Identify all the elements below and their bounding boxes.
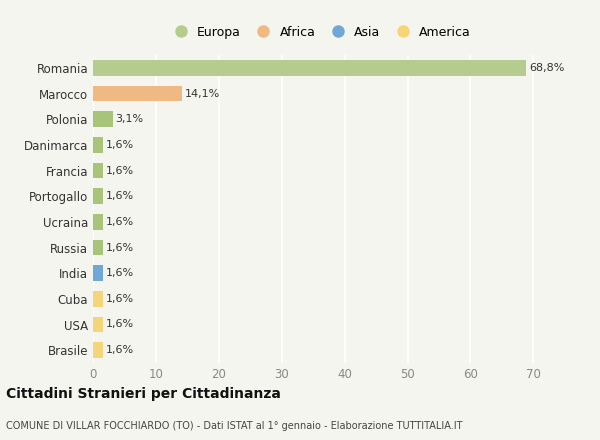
Text: 3,1%: 3,1% [116,114,144,124]
Bar [93,265,103,281]
Bar [93,163,103,178]
Bar [93,291,103,307]
Bar [93,111,113,127]
Bar [93,342,103,358]
Text: 1,6%: 1,6% [106,191,134,201]
Text: COMUNE DI VILLAR FOCCHIARDO (TO) - Dati ISTAT al 1° gennaio - Elaborazione TUTTI: COMUNE DI VILLAR FOCCHIARDO (TO) - Dati … [6,421,463,431]
Bar [93,188,103,204]
Text: 1,6%: 1,6% [106,294,134,304]
Text: 1,6%: 1,6% [106,242,134,253]
Bar [93,240,103,255]
Text: 1,6%: 1,6% [106,319,134,330]
Text: 14,1%: 14,1% [185,88,220,99]
Bar [93,60,526,76]
Text: 1,6%: 1,6% [106,345,134,355]
Bar [93,86,182,101]
Bar [93,214,103,230]
Text: Cittadini Stranieri per Cittadinanza: Cittadini Stranieri per Cittadinanza [6,387,281,401]
Text: 1,6%: 1,6% [106,165,134,176]
Bar [93,137,103,153]
Bar [93,317,103,332]
Text: 1,6%: 1,6% [106,268,134,278]
Text: 1,6%: 1,6% [106,140,134,150]
Legend: Europa, Africa, Asia, America: Europa, Africa, Asia, America [168,26,471,39]
Text: 68,8%: 68,8% [529,63,565,73]
Text: 1,6%: 1,6% [106,217,134,227]
